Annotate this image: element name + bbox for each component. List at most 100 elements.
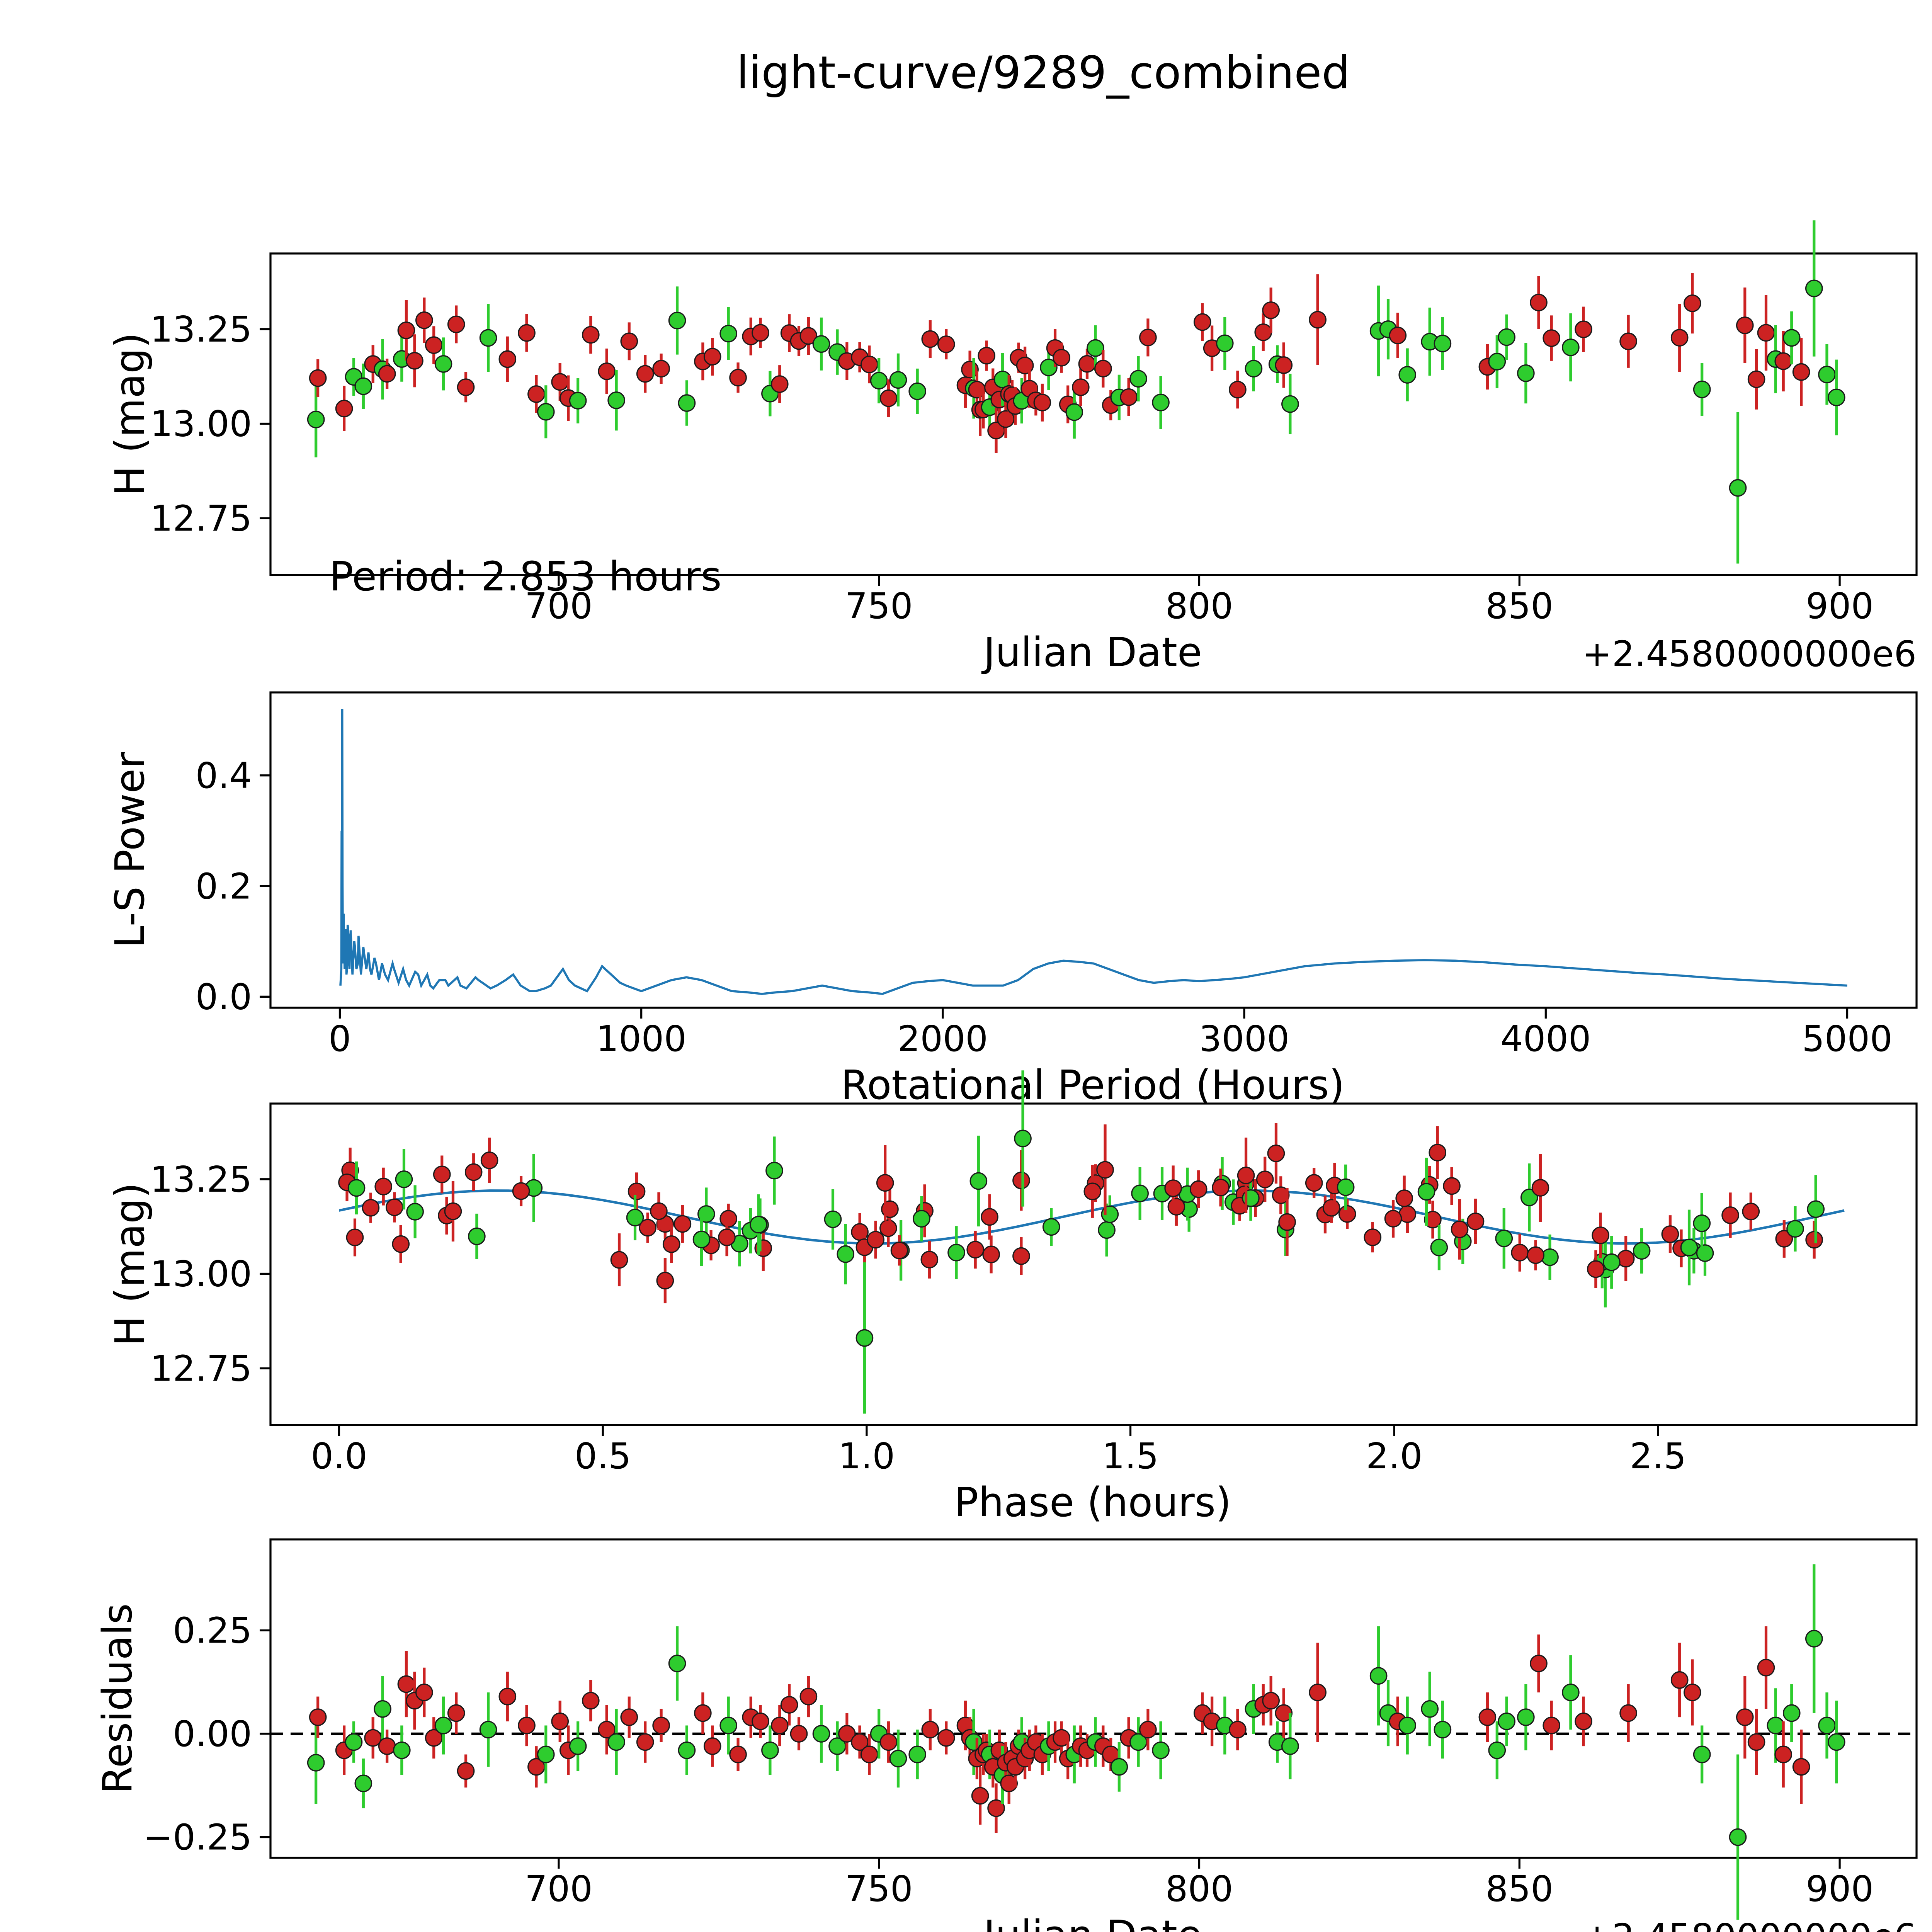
figure-title: light-curve/9289_combined (736, 47, 1350, 99)
data-point (468, 1227, 486, 1245)
data-point (1443, 1177, 1461, 1195)
data-point (673, 1215, 692, 1233)
data-point (889, 1750, 907, 1767)
x-tick-label: 900 (1806, 1868, 1874, 1910)
data-point (1337, 1178, 1355, 1196)
data-point (1488, 353, 1506, 371)
data-point (1670, 329, 1689, 347)
data-point (1434, 335, 1452, 352)
data-point (1774, 1745, 1793, 1764)
data-point (1275, 1704, 1293, 1722)
data-point (981, 1208, 998, 1226)
data-point (861, 355, 878, 373)
data-point (867, 1231, 884, 1249)
data-point (1212, 1179, 1230, 1197)
x-tick-label: 3000 (1199, 1018, 1289, 1060)
data-point (987, 422, 1005, 440)
data-point (397, 321, 415, 339)
data-point (406, 352, 423, 370)
data-point (652, 360, 670, 378)
data-point (1818, 366, 1836, 384)
y-tick-label: 13.00 (150, 1253, 252, 1295)
data-point (626, 1209, 644, 1226)
data-point (1424, 1211, 1442, 1229)
data-point (551, 1713, 569, 1730)
residuals-xlabel: Julian Date (981, 1912, 1202, 1932)
data-point (395, 1170, 413, 1188)
residuals-ticks: 700 750 800 850 900 −0.25 0.00 0.25 (143, 1610, 1874, 1910)
data-point (913, 1210, 930, 1228)
x-tick-label: 1.5 (1102, 1435, 1158, 1477)
data-point (1633, 1242, 1651, 1260)
data-point (1229, 1721, 1247, 1739)
data-point (851, 1733, 869, 1751)
panel-periodogram: 0 1000 2000 3000 4000 5000 0.0 0.2 0.4 L-S Power… (106, 691, 1918, 1109)
data-point (1256, 1170, 1274, 1189)
data-point (1531, 1179, 1549, 1197)
data-point (1575, 1713, 1592, 1730)
data-point (425, 336, 443, 354)
y-tick-label: 13.00 (150, 403, 252, 445)
data-point (1305, 1174, 1323, 1192)
data-point (1757, 324, 1775, 342)
data-point (1562, 338, 1580, 356)
data-point (879, 389, 898, 407)
panel-phased: 0.0 0.5 1.0 1.5 2.0 2.5 12.75 13.00 13.25 H (mag… (106, 1070, 1918, 1526)
data-point (1520, 1189, 1538, 1206)
data-point (1096, 1161, 1114, 1179)
data-point (920, 1251, 939, 1269)
data-point (354, 377, 372, 395)
phased-ylabel: H (mag) (106, 1182, 153, 1346)
data-point (729, 1745, 747, 1764)
data-point (937, 1729, 955, 1747)
data-point (464, 1163, 483, 1181)
data-point (1792, 363, 1810, 381)
data-point (971, 1787, 989, 1805)
data-point (598, 362, 616, 380)
data-point (761, 1741, 779, 1759)
data-point (1828, 388, 1845, 406)
data-point (1398, 1716, 1417, 1735)
lightcurve-ticks: 700 750 800 850 900 12.75 13.00 13.25 (150, 309, 1874, 627)
data-point (1693, 1214, 1711, 1232)
lightcurve-x-offset-label: +2.4580000000e6 (1582, 633, 1917, 675)
data-point (636, 365, 654, 383)
data-point (479, 329, 497, 347)
data-point (309, 1708, 327, 1726)
data-point (1322, 1199, 1340, 1217)
y-tick-label: 13.25 (150, 1159, 252, 1200)
data-point (1281, 1737, 1299, 1755)
data-point (1495, 1230, 1513, 1247)
data-point (537, 1745, 555, 1764)
data-point (1040, 359, 1058, 376)
y-tick-label: 0.4 (196, 755, 252, 796)
data-point (1721, 1206, 1739, 1224)
x-tick-label: 0.5 (575, 1435, 631, 1477)
data-point (1792, 1758, 1810, 1776)
data-point (1805, 1630, 1823, 1648)
data-point (498, 350, 517, 368)
data-point (770, 375, 789, 393)
data-point (1592, 1226, 1609, 1244)
data-point (480, 1151, 498, 1169)
plot-frame (269, 1538, 1918, 1859)
panel-lightcurve: 700 750 800 850 900 12.75 13.00 13.25 H (mag) J… (106, 220, 1918, 676)
data-point (752, 324, 769, 342)
x-tick-label: 2.5 (1630, 1435, 1686, 1477)
data-point (1129, 370, 1147, 388)
data-point (582, 1692, 600, 1710)
data-point (425, 1729, 443, 1747)
periodogram-ylabel: L-S Power (106, 752, 153, 948)
data-point (636, 1733, 654, 1751)
data-point (1747, 370, 1765, 388)
data-point (1684, 294, 1701, 312)
data-point (1216, 334, 1234, 352)
x-tick-label: 5000 (1802, 1018, 1892, 1060)
data-point (1511, 1243, 1529, 1262)
data-point (479, 1721, 497, 1739)
x-tick-label: 750 (845, 1868, 913, 1910)
data-point (1110, 1758, 1128, 1776)
data-point (1757, 1658, 1775, 1677)
data-point (1767, 1716, 1785, 1735)
data-point (1488, 1741, 1506, 1759)
